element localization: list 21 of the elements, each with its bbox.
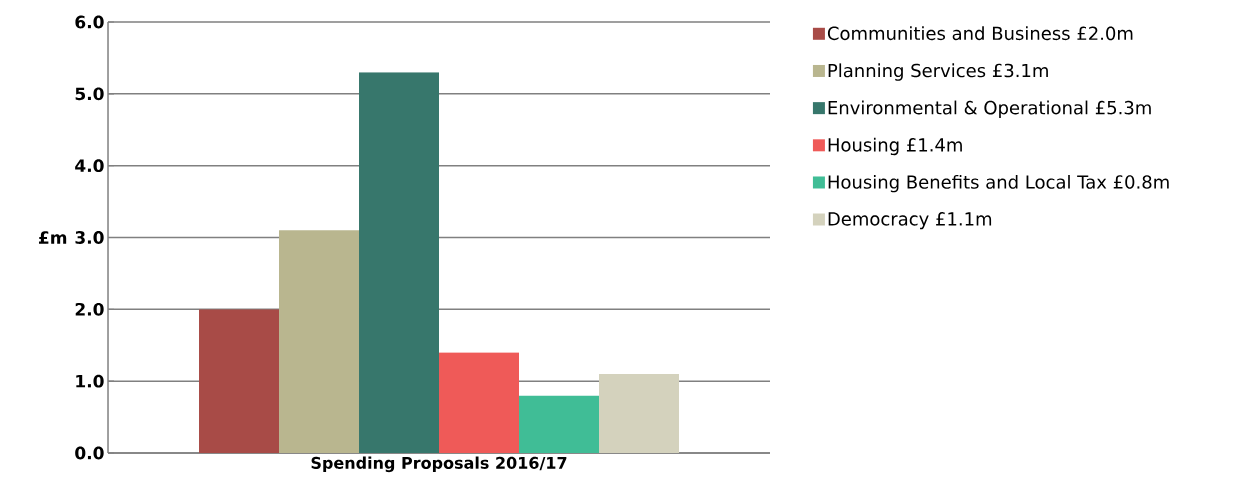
legend-label: Communities and Business £2.0m [827,26,1133,41]
y-tick-label: 0.0 [75,446,104,460]
y-tick-label: 1.0 [76,374,104,388]
y-axis-title: £m [38,231,67,244]
y-tick-label: 2.0 [75,302,104,316]
legend-label: Housing £1.4m [828,137,962,156]
y-tick-label: 6.0 [75,15,104,29]
bar [519,395,600,453]
bar [439,352,520,453]
legend-label: Housing Benefits and Local Tax £0.8m [828,174,1169,193]
bar [359,72,440,453]
bar [279,230,360,453]
legend-label: Planning Services £3.1m [828,63,1048,81]
legend-label: Environmental & Operational £5.3m [828,100,1151,118]
bar [199,309,280,453]
y-tick-label: 5.0 [75,87,104,101]
y-tick-label: 4.0 [75,159,104,173]
y-tick-label: 3.0 [75,231,104,244]
bar [599,373,680,453]
x-tick-label: Spending Proposals 2016/17 [311,456,567,473]
legend-label: Democracy £1.1m [828,212,992,230]
